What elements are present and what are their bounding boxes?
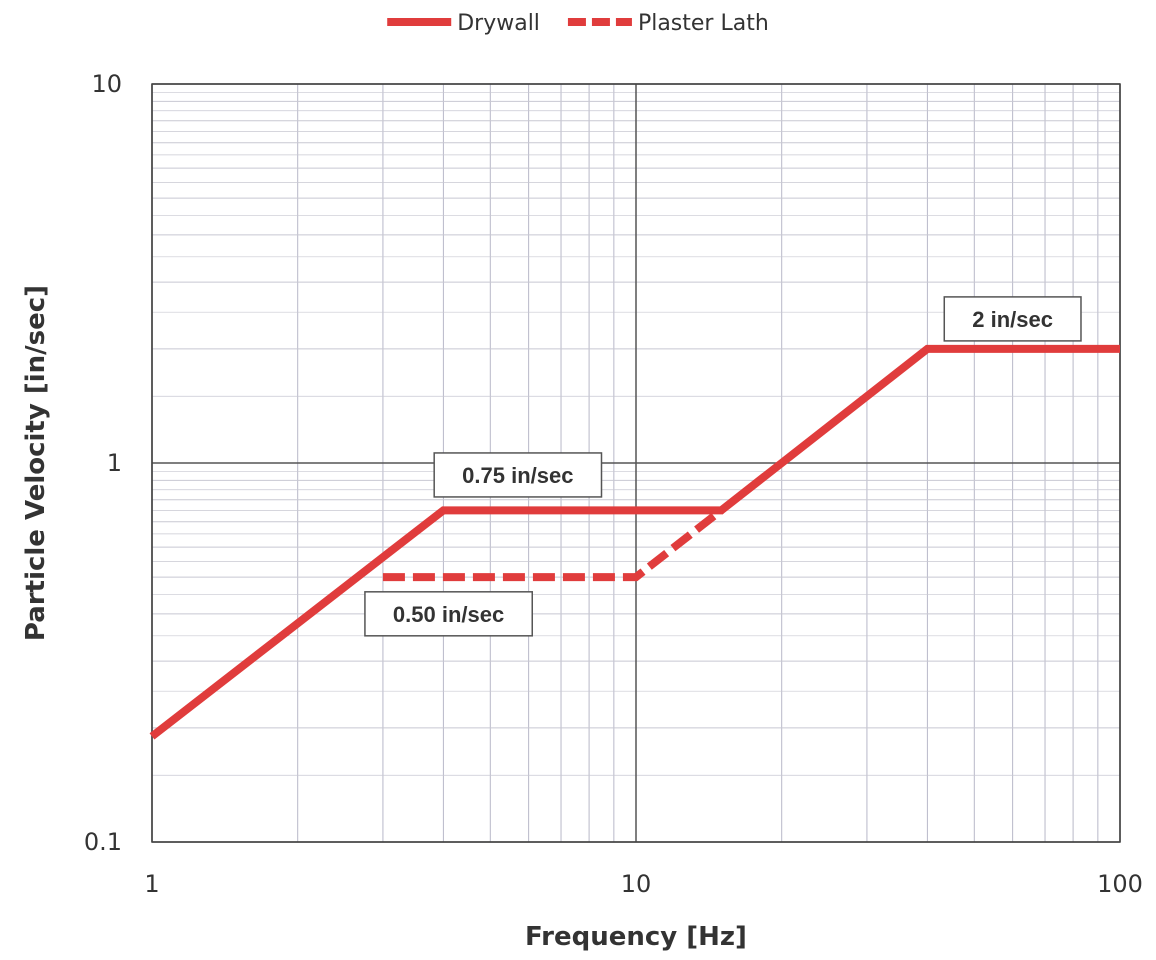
tick-layer: 1 10 100 0.1 1 10 (84, 70, 1143, 898)
annotation-label: 0.50 in/sec (393, 602, 504, 627)
plot-frame (151, 83, 1121, 843)
x-axis-title: Frequency [Hz] (525, 922, 747, 952)
legend: Drywall Plaster Lath (387, 11, 769, 36)
annotation-label: 0.75 in/sec (462, 463, 573, 488)
annotation-box (943, 296, 1082, 342)
y-axis-title: Particle Velocity [in/sec] (21, 285, 51, 641)
series-layer (149, 344, 1120, 740)
legend-label: Plaster Lath (638, 11, 769, 36)
annotation-label: 2 in/sec (972, 307, 1053, 332)
annotation-layer: 2 in/sec 0.75 in/sec 0.50 in/sec (364, 296, 1082, 637)
series-line-plaster-lath (382, 507, 724, 582)
series-line-drywall (149, 344, 1120, 740)
x-tick-label: 100 (1097, 870, 1143, 898)
legend-item: Plaster Lath (567, 11, 769, 36)
annotation: 0.75 in/sec (433, 452, 603, 498)
annotation-box (433, 452, 603, 498)
legend-item: Drywall (387, 11, 540, 36)
annotation: 2 in/sec (943, 296, 1082, 342)
legend-label: Drywall (457, 11, 540, 36)
x-tick-label: 10 (621, 870, 652, 898)
y-tick-label: 10 (91, 70, 122, 98)
annotation-box (364, 591, 533, 637)
y-tick-label: 1 (107, 449, 122, 477)
x-tick-label: 1 (144, 870, 159, 898)
y-tick-label: 0.1 (84, 828, 122, 856)
annotation: 0.50 in/sec (364, 591, 533, 637)
